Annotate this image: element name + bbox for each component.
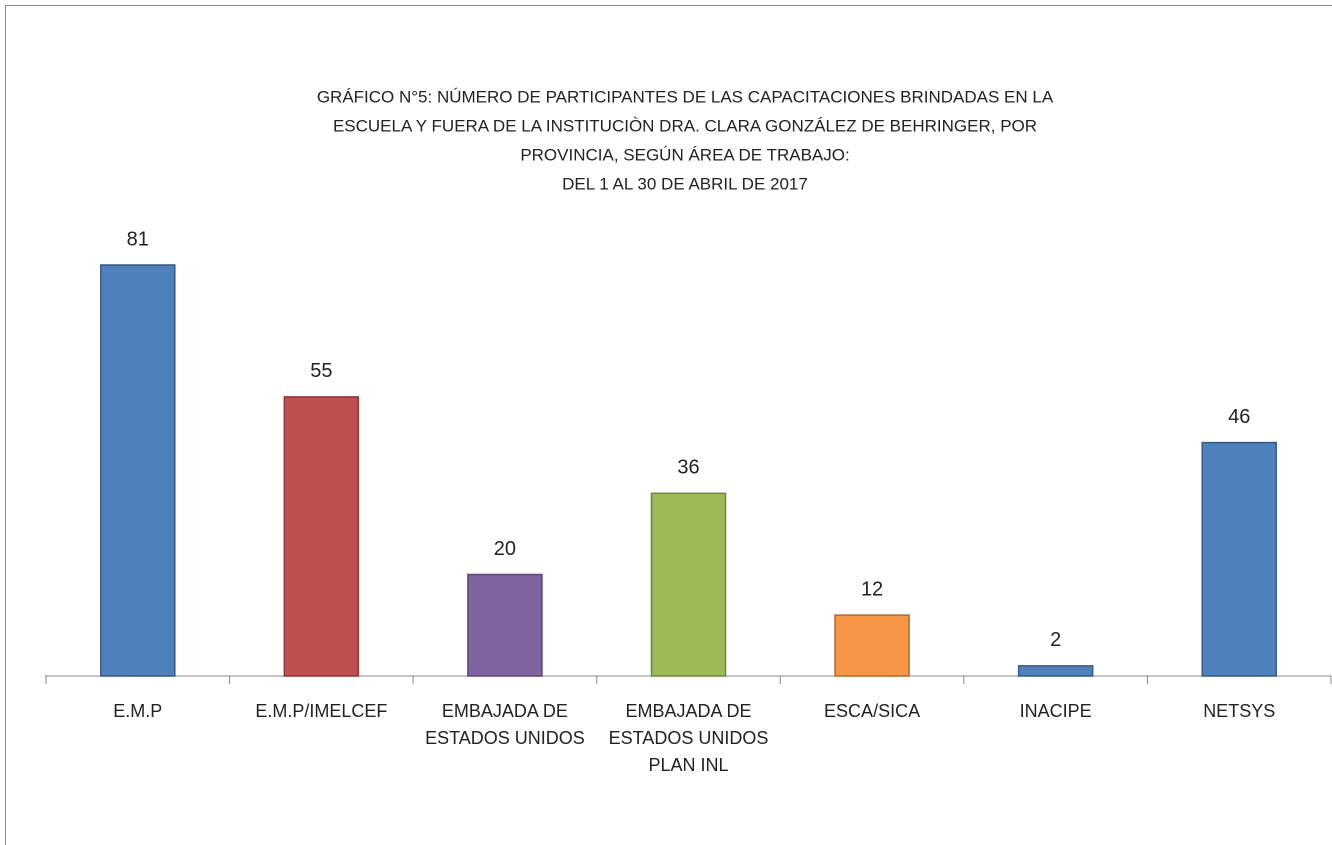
chart-title: GRÁFICO N°5: NÚMERO DE PARTICIPANTES DE …: [317, 87, 1054, 106]
bar: [1017, 665, 1094, 677]
bar: [1201, 441, 1277, 677]
x-tick-label: NETSYS: [1203, 701, 1276, 721]
chart-border: [5, 5, 1332, 845]
chart-title: ESCUELA Y FUERA DE LA INSTITUCIÒN DRA. C…: [333, 116, 1037, 135]
bar: [467, 573, 543, 677]
data-label: 36: [677, 457, 699, 479]
bar: [650, 492, 727, 677]
x-tick-label: EMBAJADA DE ESTADOS UNIDOS PLAN INL: [608, 701, 779, 775]
data-label: 20: [494, 538, 516, 560]
x-tick-label: INACIPE: [1019, 701, 1092, 721]
x-tick-label: E.M.P/IMELCEF: [255, 701, 388, 721]
data-label: 81: [127, 228, 149, 250]
bar: [100, 264, 176, 677]
chart-title: PROVINCIA, SEGÚN ÁREA DE TRABAJO:: [520, 145, 849, 164]
data-label: 12: [861, 578, 883, 600]
data-label: 55: [310, 360, 332, 382]
x-tick-label: ESCA/SICA: [824, 701, 921, 721]
chart-title: DEL 1 AL 30 DE ABRIL DE 2017: [562, 174, 808, 193]
bar: [283, 396, 360, 677]
x-tick-label: E.M.P: [113, 701, 163, 721]
x-tick-label: EMBAJADA DE ESTADOS UNIDOS: [425, 701, 585, 748]
bar: [834, 614, 910, 677]
data-label: 46: [1228, 406, 1250, 428]
data-label: 2: [1050, 629, 1061, 651]
